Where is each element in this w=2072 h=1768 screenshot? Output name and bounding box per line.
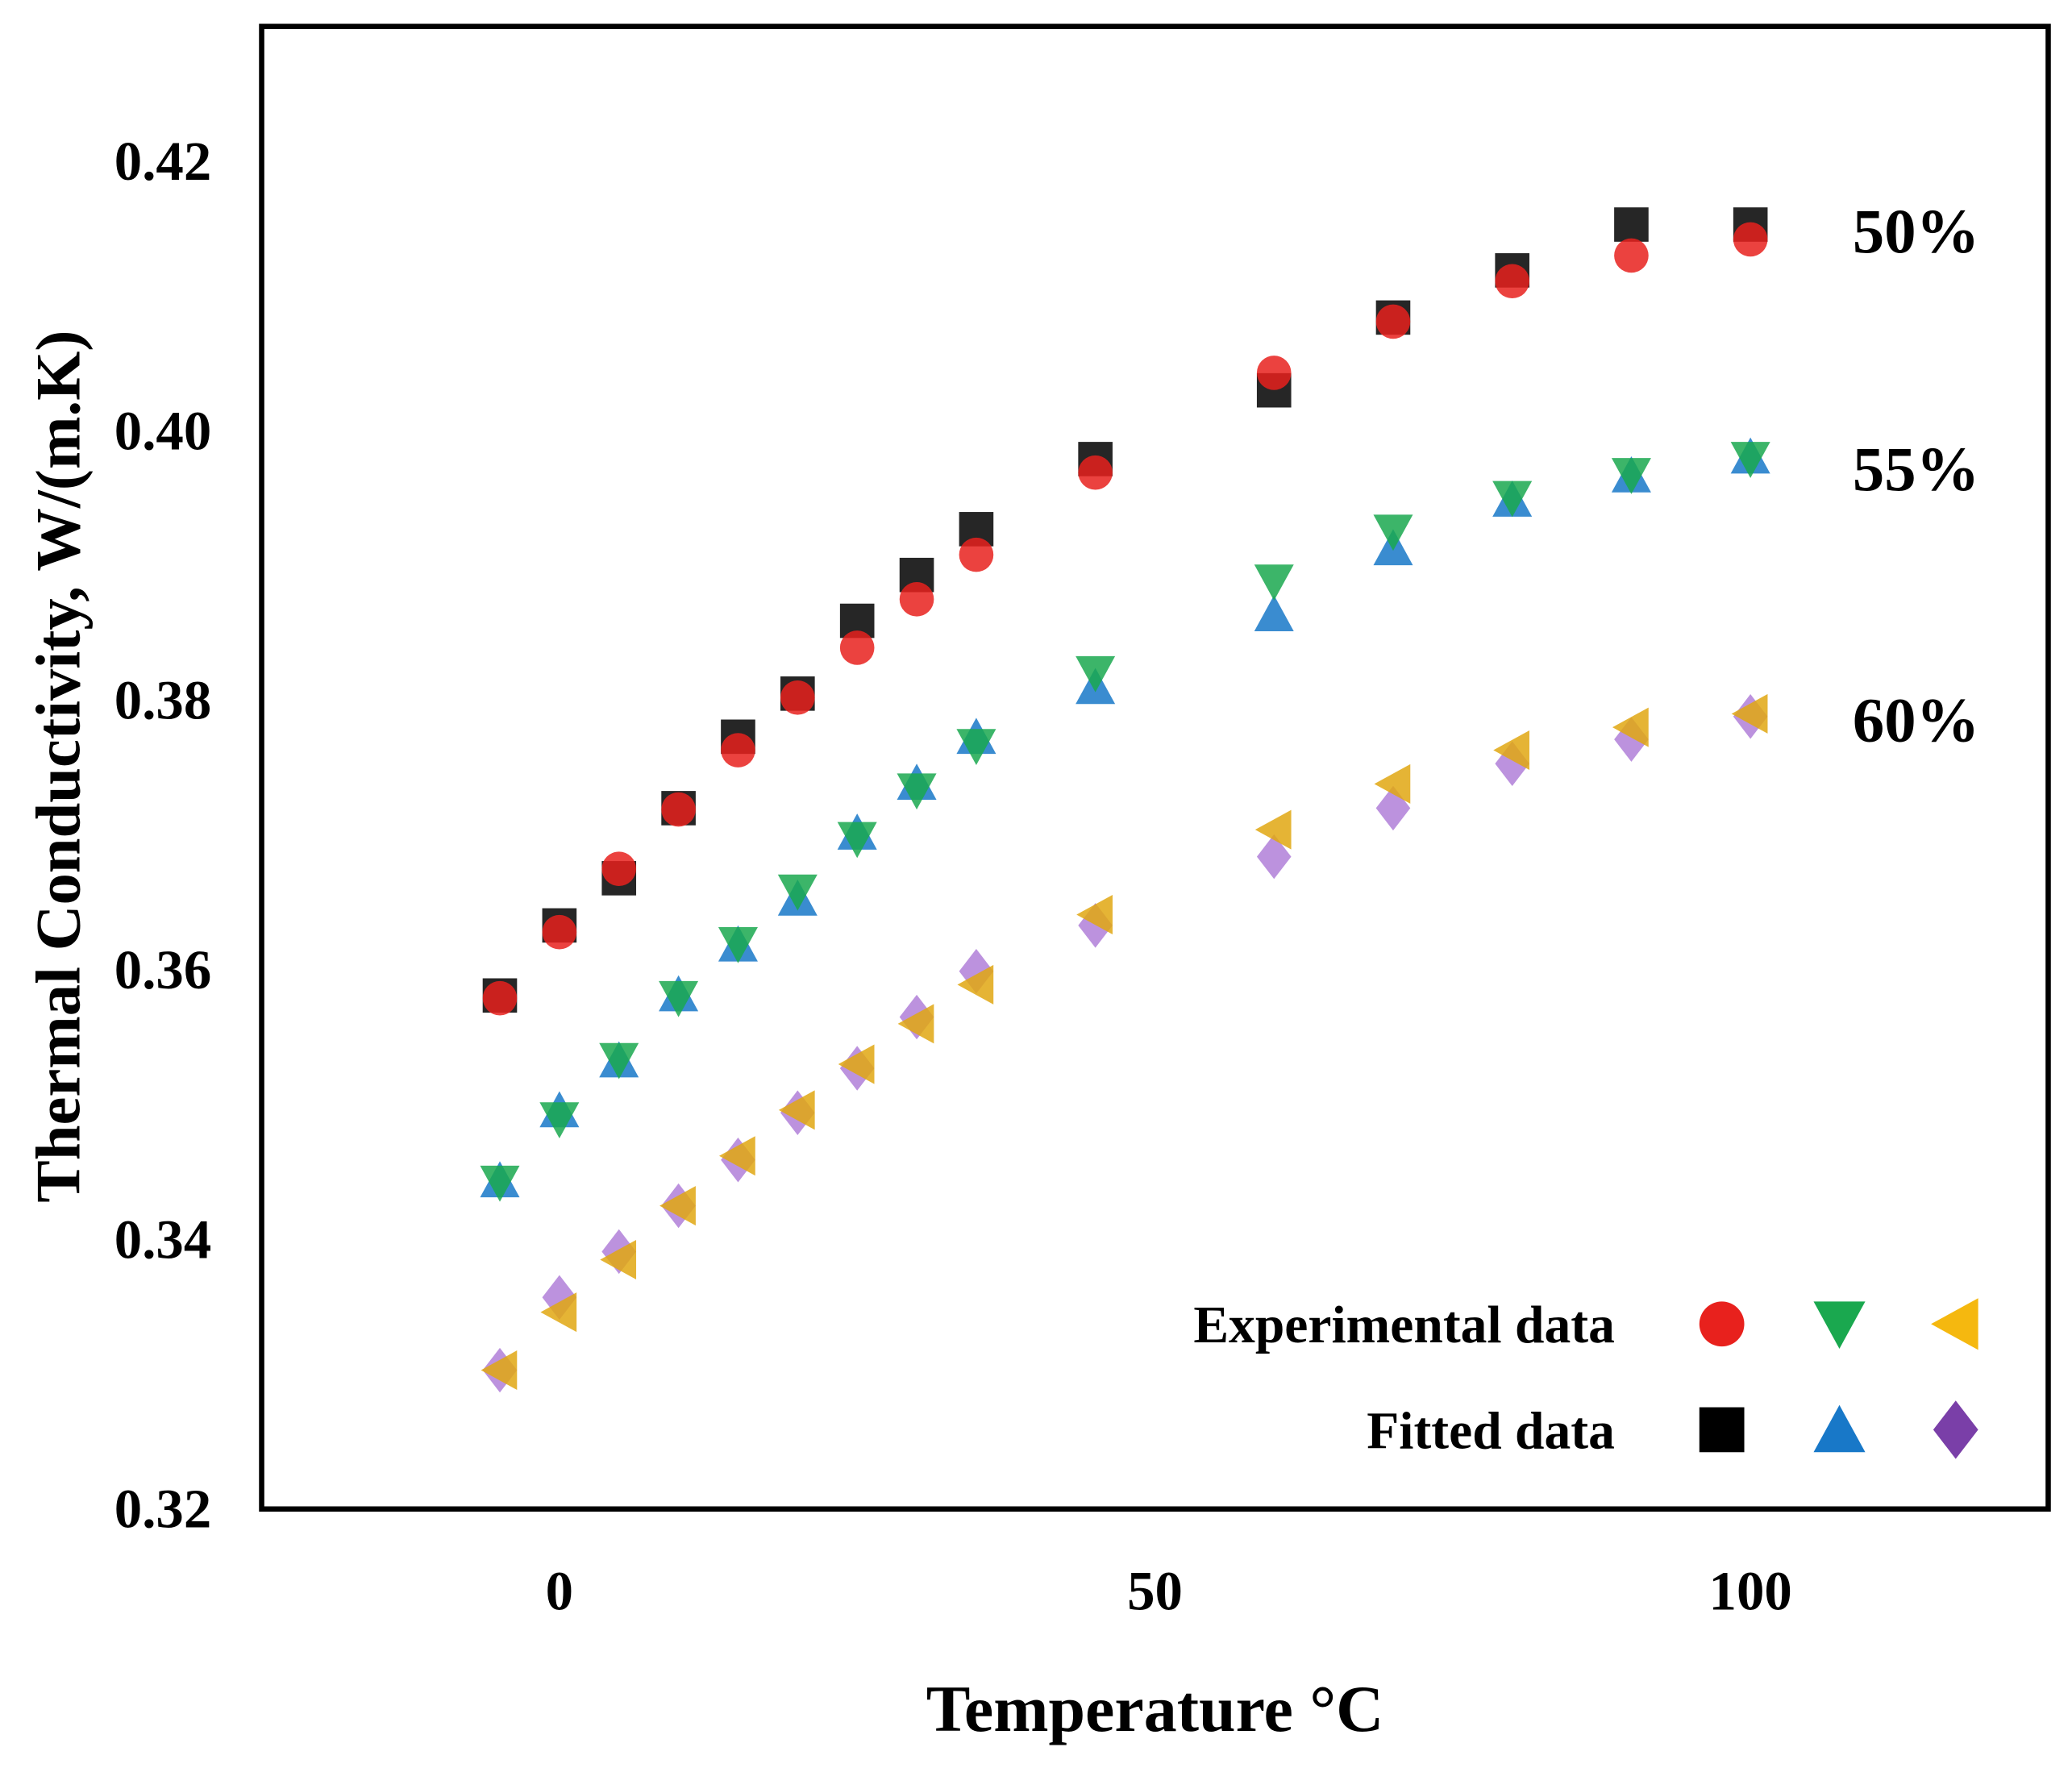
data-point-55pct-triangle-down [1730, 442, 1770, 478]
data-point-50pct-circle [1256, 356, 1292, 390]
y-tick-label: 0.42 [114, 131, 211, 192]
plot-frame [259, 23, 2051, 1512]
data-point-50pct-circle [959, 537, 994, 572]
legend-marker-triangle-down [1813, 1301, 1866, 1349]
data-point-55pct-triangle-down [1611, 458, 1651, 494]
data-point-55pct-triangle-down [718, 926, 758, 963]
x-tick-label: 100 [1709, 1560, 1792, 1621]
data-point-50pct-circle [1614, 238, 1649, 273]
y-tick-label: 0.32 [114, 1479, 211, 1540]
data-point-55pct-triangle-down [837, 822, 877, 859]
data-point-50pct-circle [1078, 455, 1113, 490]
data-point-55pct-triangle-down [599, 1042, 639, 1080]
data-point-50pct-circle [721, 733, 755, 768]
data-point-50pct-circle [780, 680, 815, 715]
y-tick-label: 0.36 [114, 939, 211, 1000]
data-point-55pct-triangle-down [1254, 564, 1294, 601]
data-point-50pct-square [1614, 207, 1649, 242]
data-point-50pct-circle [839, 630, 875, 665]
y-tick-label: 0.40 [114, 400, 211, 461]
legend-marker-triangle-up [1813, 1404, 1866, 1453]
data-point-60pct-triangle-left [719, 1136, 755, 1176]
y-tick-label: 0.34 [114, 1208, 211, 1270]
data-point-50pct-circle [601, 851, 637, 886]
data-point-55pct-triangle-down [777, 874, 818, 911]
data-point-50pct-circle [899, 581, 934, 617]
legend-marker-diamond [1933, 1400, 1978, 1459]
data-point-60pct-triangle-left [1374, 763, 1411, 804]
legend-label: Fitted data [1367, 1402, 1615, 1460]
data-point-60pct-triangle-left [659, 1186, 696, 1226]
data-point-50pct-circle [1495, 264, 1530, 299]
data-point-50pct-circle [542, 914, 577, 950]
data-point-60pct-triangle-left [957, 964, 994, 1005]
data-point-60pct-triangle-left [1731, 693, 1768, 734]
data-point-55pct-triangle-down [1076, 655, 1116, 693]
data-point-55pct-triangle-down [539, 1102, 580, 1139]
data-point-55pct-triangle-down [659, 980, 699, 1017]
data-point-50pct-circle [1733, 222, 1768, 257]
data-point-60pct-triangle-left [1493, 730, 1530, 771]
data-point-60pct-triangle-left [778, 1090, 815, 1130]
data-point-60pct-triangle-left [1612, 707, 1649, 747]
legend-marker-circle [1699, 1301, 1745, 1347]
legend-label: Experimental data [1193, 1296, 1615, 1354]
data-point-60pct-triangle-left [897, 1004, 934, 1044]
data-point-60pct-triangle-left [1254, 809, 1292, 850]
data-point-60pct-triangle-left [600, 1239, 637, 1279]
y-axis-label: Thermal Conductivity, W/(m.K) [23, 330, 94, 1202]
data-point-60pct-triangle-left [540, 1292, 577, 1333]
data-point-55pct-triangle-down [1373, 514, 1413, 551]
y-tick-label: 0.38 [114, 670, 211, 731]
series-annotation: 50% [1853, 197, 1979, 267]
data-point-50pct-circle [661, 792, 696, 827]
x-axis-label: Temperature °C [926, 1672, 1384, 1745]
data-point-55pct-triangle-down [1492, 480, 1533, 518]
data-point-60pct-triangle-left [481, 1350, 518, 1391]
legend-marker-square [1699, 1407, 1745, 1453]
data-point-55pct-triangle-down [480, 1165, 520, 1202]
x-tick-label: 0 [546, 1560, 573, 1621]
data-point-50pct-circle [1375, 304, 1411, 339]
data-point-50pct-circle [482, 980, 518, 1016]
data-point-60pct-triangle-left [1076, 894, 1113, 934]
series-annotation: 60% [1853, 685, 1979, 755]
data-point-55pct-triangle-up [1254, 595, 1294, 631]
data-point-60pct-triangle-left [838, 1044, 875, 1084]
data-point-55pct-triangle-down [897, 773, 937, 810]
series-annotation: 55% [1853, 435, 1979, 505]
data-point-55pct-triangle-down [956, 729, 996, 765]
x-tick-label: 50 [1127, 1560, 1183, 1621]
legend-marker-triangle-left [1931, 1298, 1978, 1350]
